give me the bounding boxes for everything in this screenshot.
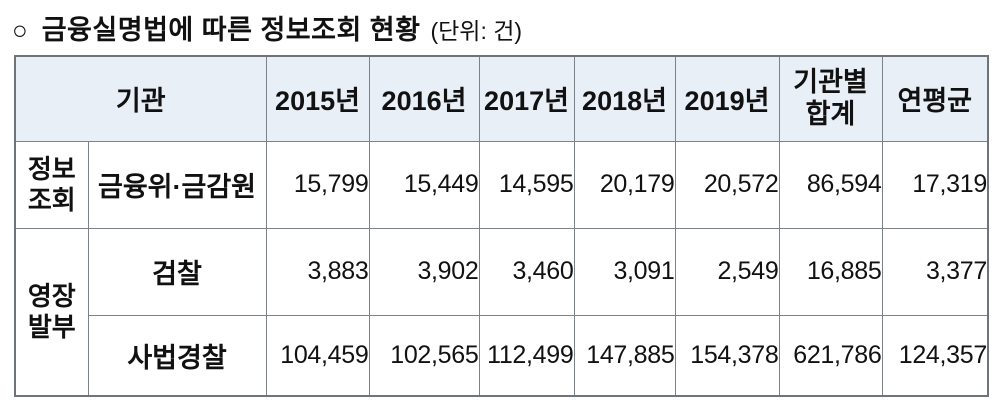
value-cell: 3,460: [478, 227, 575, 316]
value-cell: 20,179: [573, 140, 676, 229]
table-row: 사법경찰 104,459 102,565 112,499 147,885 154…: [15, 314, 989, 397]
header-year-2019: 2019년: [674, 55, 780, 142]
circle-bullet-icon: ○: [12, 15, 28, 45]
total-value-cell: 86,594: [778, 140, 883, 229]
value-cell: 15,799: [265, 140, 370, 229]
table-row: 영장 발부 검찰 3,883 3,902 3,460 3,091 2,549 1…: [14, 227, 989, 397]
average-value-cell: 17,319: [881, 140, 989, 229]
row-group-info-inquiry: 정보 조회: [14, 140, 89, 229]
title-text: 금융실명법에 따른 정보조회 현황: [41, 15, 421, 45]
value-cell: 14,595: [478, 140, 575, 229]
inquiry-status-table: 기관 2015년 2016년 2017년 2018년 2019년 기관별 합계 …: [14, 55, 989, 397]
value-cell: 3,883: [265, 227, 370, 316]
value-cell: 102,565: [368, 314, 480, 397]
total-value-cell: 621,786: [778, 314, 883, 397]
header-annual-average: 연평균: [881, 55, 989, 142]
header-year-2016: 2016년: [368, 55, 480, 142]
value-cell: 2,549: [674, 227, 780, 316]
row-name-judicial-police: 사법경찰: [87, 314, 267, 397]
header-year-2018: 2018년: [573, 55, 676, 142]
average-value-cell: 3,377: [881, 227, 989, 316]
header-org-total: 기관별 합계: [778, 55, 883, 142]
table-row: 정보 조회 금융위·금감원 15,799 15,449 14,595 20,17…: [14, 140, 989, 229]
value-cell: 3,091: [573, 227, 676, 316]
value-cell: 154,378: [674, 314, 780, 397]
header-institution: 기관: [14, 55, 267, 142]
row-name-fsc-fss: 금융위·금감원: [87, 140, 267, 229]
page-title: ○ 금융실명법에 따른 정보조회 현황 (단위: 건): [12, 8, 522, 47]
total-value-cell: 16,885: [778, 227, 883, 316]
value-cell: 112,499: [478, 314, 575, 397]
row-group-warrant-issue: 영장 발부: [14, 227, 89, 397]
table-header-row: 기관 2015년 2016년 2017년 2018년 2019년 기관별 합계 …: [14, 55, 989, 142]
value-cell: 20,572: [674, 140, 780, 229]
header-year-2015: 2015년: [265, 55, 370, 142]
value-cell: 104,459: [265, 314, 370, 397]
value-cell: 15,449: [368, 140, 480, 229]
value-cell: 3,902: [368, 227, 480, 316]
value-cell: 147,885: [573, 314, 676, 397]
header-year-2017: 2017년: [478, 55, 575, 142]
average-value-cell: 124,357: [881, 314, 989, 397]
title-unit-label: (단위: 건): [430, 18, 523, 44]
row-name-prosecution: 검찰: [87, 227, 267, 316]
